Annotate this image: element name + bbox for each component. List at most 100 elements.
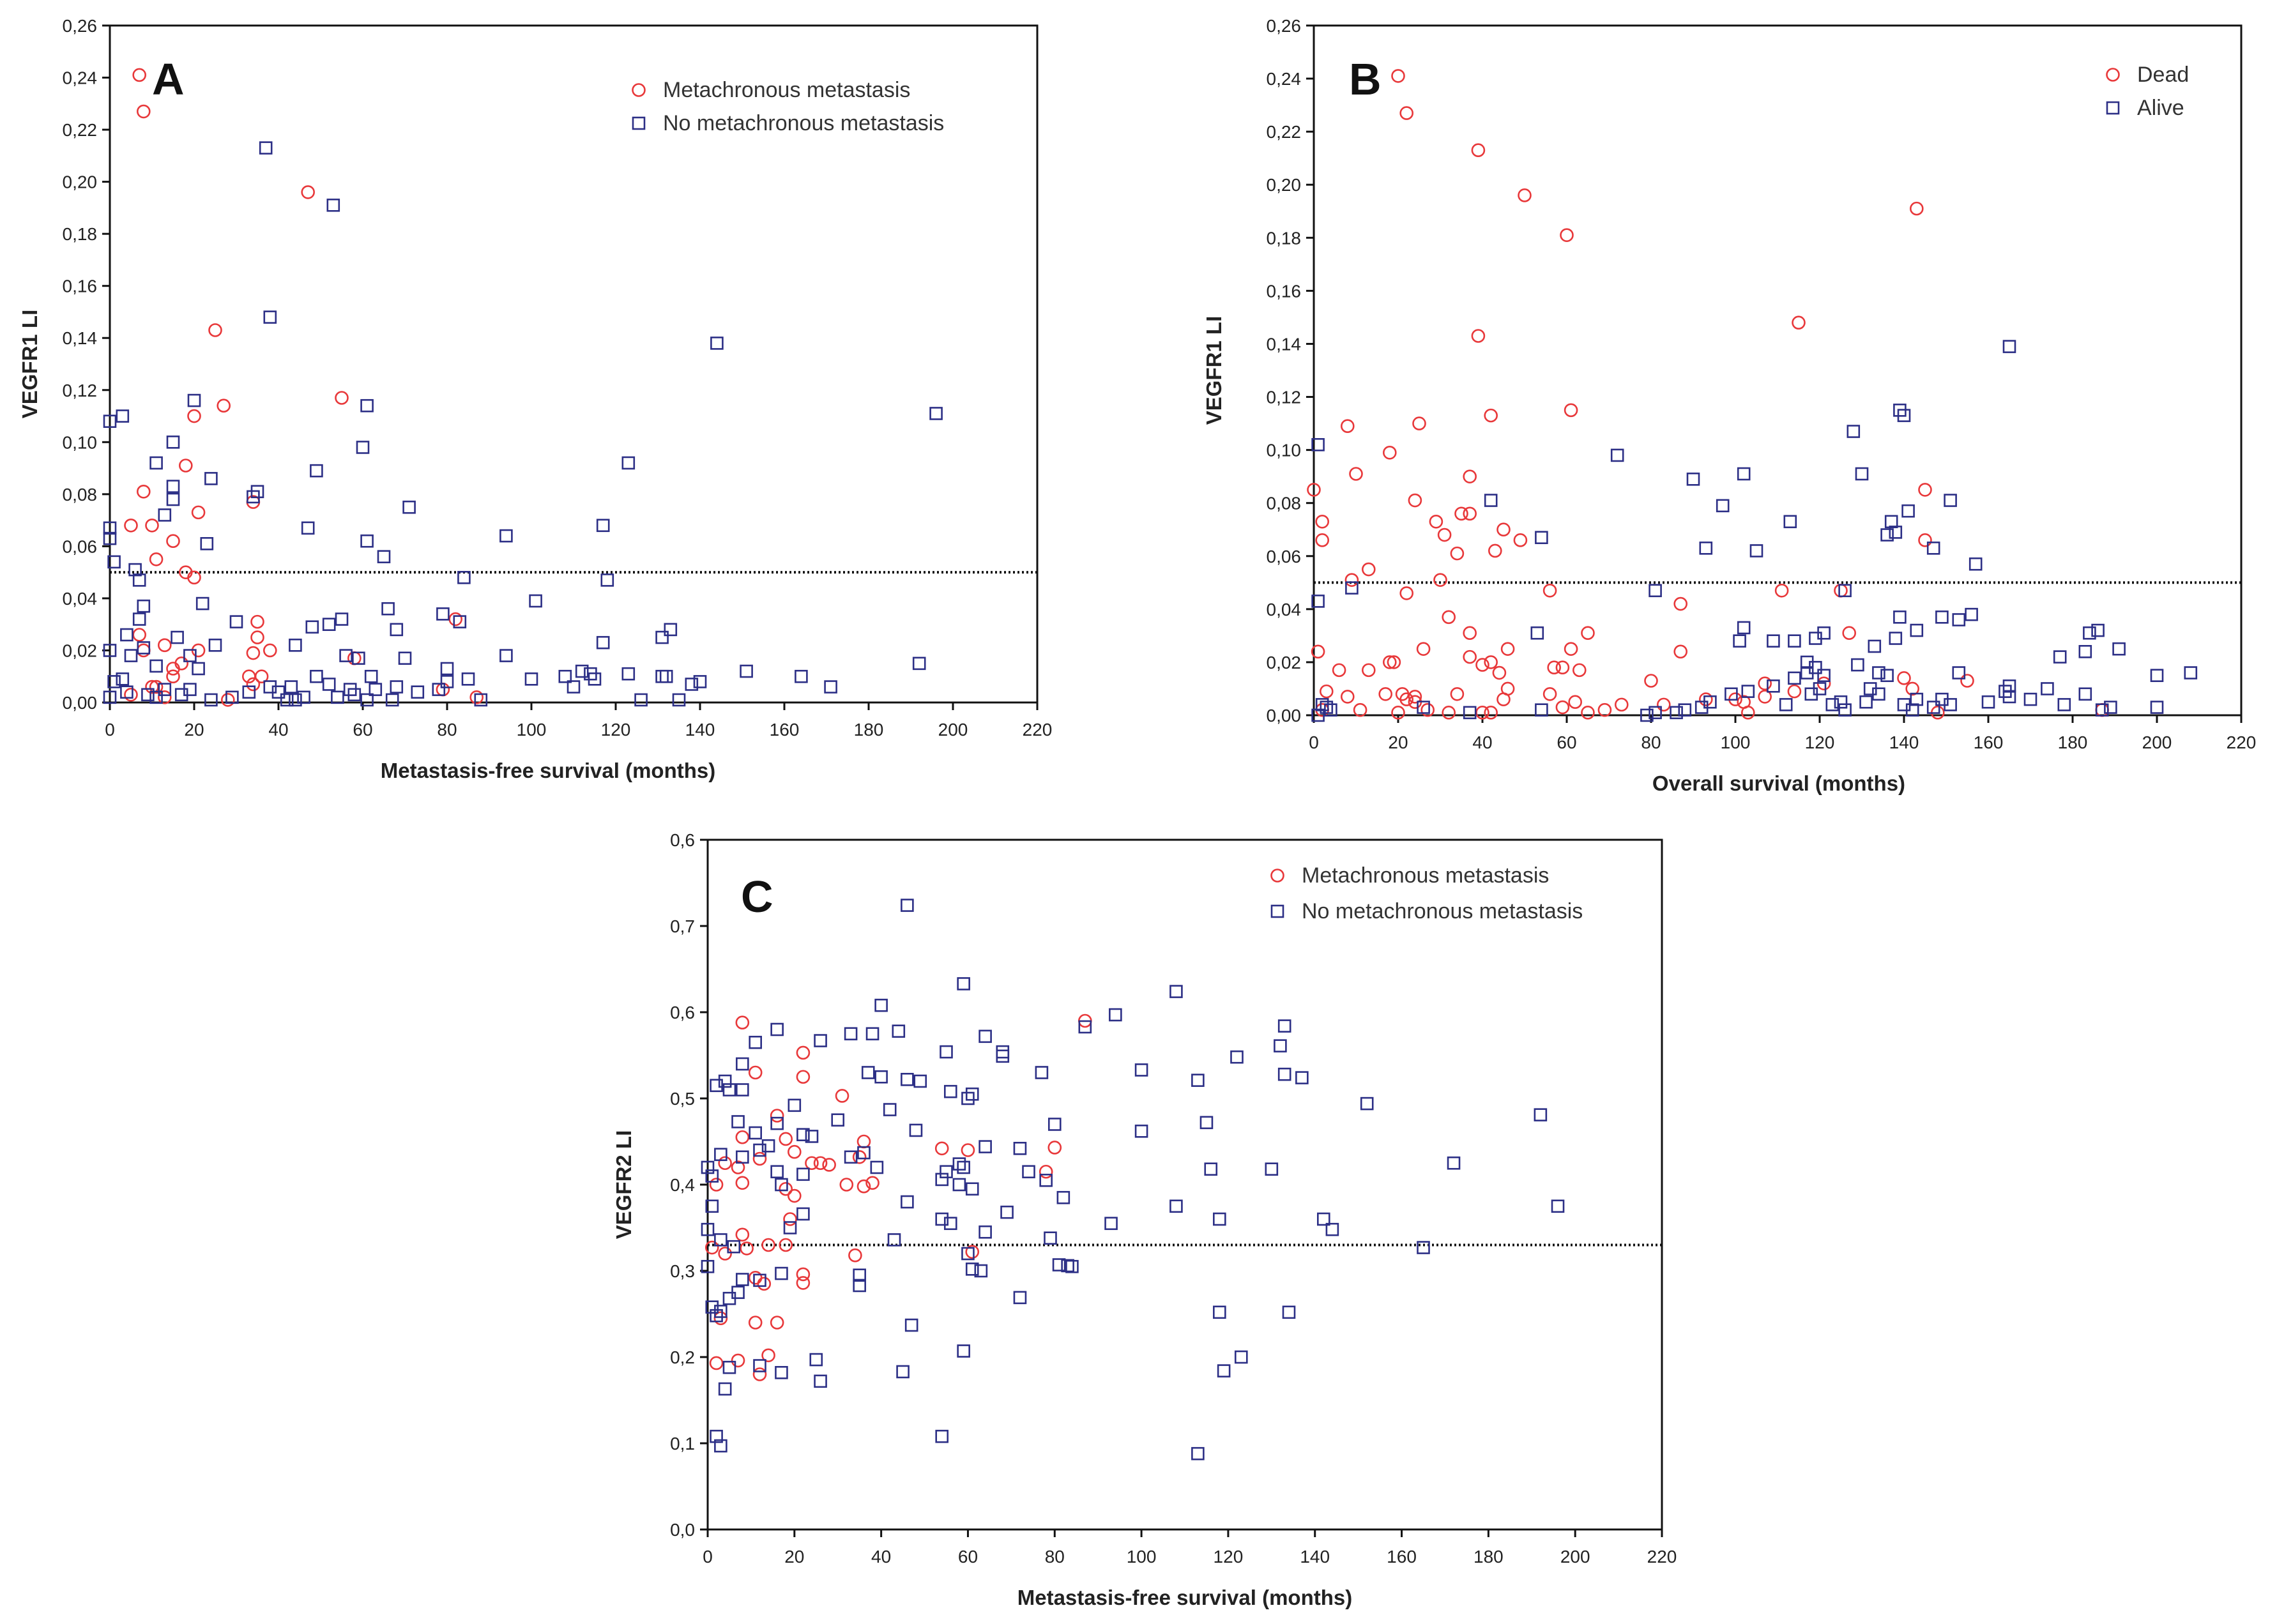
panel-b-red-circle-point bbox=[1429, 514, 1443, 529]
panel-b-x-tick-label: 80 bbox=[1641, 732, 1661, 752]
panel-c-red-circle-point bbox=[961, 1143, 975, 1157]
panel-b-axes: 0 20 40 60 80 100 120 140 160 180 200 220 0,00 0,02 0,… bbox=[1267, 16, 2257, 752]
panel-b-red-circle-point bbox=[1774, 583, 1789, 598]
panel-a-blue-square-point bbox=[137, 599, 151, 613]
panel-c-blue-square-point bbox=[904, 1318, 918, 1332]
panel-c-blue-square-point bbox=[1134, 1063, 1148, 1077]
panel-b-x-tick-label: 60 bbox=[1557, 732, 1576, 752]
panel-c-blue-square-point bbox=[736, 1057, 749, 1071]
panel-a-blue-square-point bbox=[596, 635, 610, 649]
panel-a-blue-square-point bbox=[474, 693, 488, 707]
panel-c-red-circle-point bbox=[779, 1181, 793, 1196]
panel-b-blue-square-point bbox=[1417, 701, 1430, 714]
panel-c-red-circle-point bbox=[852, 1150, 867, 1164]
panel-c-legend: Metachronous metastasis No metachronous … bbox=[1270, 863, 1583, 923]
panel-b-blue-square-point bbox=[1926, 542, 1940, 555]
panel-c-blue-square-point bbox=[809, 1353, 823, 1367]
panel-b-blue-square-point bbox=[1872, 687, 1885, 701]
panel-c-blue-square-point bbox=[1277, 1019, 1291, 1033]
panel-a-blue-square-point bbox=[107, 675, 121, 688]
panel-c-blue-square-point bbox=[913, 1074, 927, 1088]
panel-a-blue-square-point bbox=[103, 521, 117, 535]
panel-c-x-tick-label: 140 bbox=[1300, 1547, 1330, 1567]
panel-c-x-tick-label: 160 bbox=[1387, 1547, 1417, 1567]
panel-b-red-circle-point bbox=[1341, 690, 1355, 704]
panel-b-blue-square-point bbox=[1926, 701, 1940, 714]
panel-a-blue-square-point bbox=[693, 675, 707, 688]
panel-c-legend-square-icon bbox=[1270, 904, 1284, 918]
panel-c-blue-square-point bbox=[896, 1365, 910, 1379]
panel-b-red-circle-point bbox=[1437, 527, 1452, 542]
panel-a-blue-square-point bbox=[347, 688, 362, 702]
panel-b-legend-item-alive: Alive bbox=[2137, 96, 2184, 120]
panel-a-red-circle-point bbox=[178, 459, 193, 473]
panel-b-blue-square-point bbox=[1463, 706, 1477, 720]
panel-a-letter: A bbox=[152, 54, 185, 104]
panel-c-blue-square-point bbox=[957, 977, 970, 990]
panel-b-red-circle-point bbox=[1442, 610, 1456, 625]
panel-b-blue-square-point bbox=[1733, 634, 1746, 648]
panel-c-blue-square-point bbox=[892, 1024, 906, 1038]
panel-a-blue-square-point bbox=[187, 393, 201, 407]
panel-c-blue-square-point bbox=[857, 1146, 871, 1160]
panel-c-blue-square-point bbox=[901, 899, 914, 912]
panel-b-red-circle-point bbox=[1518, 188, 1532, 202]
panel-c-blue-square-point bbox=[865, 1027, 880, 1041]
panel-a-x-tick-label: 80 bbox=[437, 720, 457, 740]
panel-c-red-circle-point bbox=[796, 1276, 811, 1290]
panel-b-red-circle-point bbox=[1918, 533, 1932, 547]
panel-a-y-tick-label: 0,26 bbox=[63, 16, 98, 36]
panel-b-red-circle-point bbox=[1496, 522, 1511, 537]
panel-a-blue-square-point bbox=[310, 464, 323, 478]
panel-a-blue-square-point bbox=[575, 664, 589, 678]
panel-a-blue-square-point bbox=[166, 436, 180, 449]
panel-a-legend-item-no-metachronous: No metachronous metastasis bbox=[663, 111, 944, 135]
panel-c-blue-square-point bbox=[853, 1279, 866, 1293]
panel-a-red-circle-point bbox=[132, 68, 146, 82]
panel-b-y-tick-label: 0,26 bbox=[1267, 16, 1302, 36]
panel-c-blue-square-point bbox=[952, 1178, 966, 1192]
panel-a-blue-square-point bbox=[461, 672, 475, 686]
panel-c-red-circle-point bbox=[718, 1156, 732, 1171]
panel-b-red-circle-point bbox=[1341, 419, 1355, 434]
panel-b-red-circle-point bbox=[1555, 700, 1570, 715]
panel-c-blue-square-point bbox=[1039, 1173, 1053, 1187]
panel-a-blue-square-point bbox=[524, 672, 538, 686]
panel-a-blue-square-point bbox=[390, 623, 404, 637]
panel-b-blue-square-point bbox=[1767, 634, 1780, 648]
panel-b-red-circle-point bbox=[1918, 483, 1932, 497]
panel-b-red-circle-point bbox=[1383, 445, 1397, 460]
panel-b-blue-square-point bbox=[1699, 542, 1713, 555]
panel-a-blue-square-point bbox=[149, 690, 163, 704]
panel-c-blue-square-point bbox=[1044, 1231, 1057, 1245]
panel-c-red-circle-point bbox=[748, 1271, 763, 1285]
panel-a-blue-square-point bbox=[204, 693, 218, 707]
panel-c-blue-square-point bbox=[1061, 1259, 1074, 1273]
panel-b-blue-square-point bbox=[2057, 698, 2071, 711]
panel-b-blue-square-point bbox=[2150, 701, 2164, 714]
panel-a-axes: 0 20 40 60 80 100 120 140 160 180 200 220 0,00 0,02 0,… bbox=[63, 16, 1053, 740]
panel-b-points bbox=[1307, 69, 2198, 722]
panel-c-blue-square-point bbox=[814, 1034, 827, 1047]
panel-c-blue-square-point bbox=[1447, 1156, 1461, 1170]
panel-c-blue-square-point bbox=[714, 1148, 727, 1162]
panel-b-y-tick-label: 0,00 bbox=[1267, 706, 1302, 725]
panel-c-x-tick-label: 20 bbox=[784, 1547, 804, 1567]
panel-c-blue-square-point bbox=[1325, 1222, 1339, 1236]
panel-b-blue-square-point bbox=[1935, 611, 1949, 624]
panel-a-blue-square-point bbox=[128, 563, 142, 577]
panel-c-x-tick-label: 0 bbox=[703, 1547, 713, 1567]
panel-b-blue-square-point bbox=[1901, 504, 1915, 518]
panel-c-blue-square-point bbox=[731, 1286, 745, 1300]
panel-a-blue-square-point bbox=[183, 649, 197, 662]
panel-b-blue-square-point bbox=[1324, 703, 1337, 717]
panel-c-blue-square-point bbox=[805, 1130, 819, 1143]
panel-b-red-circle-point bbox=[1362, 663, 1376, 678]
panel-a-blue-square-point bbox=[120, 628, 133, 642]
panel-a-blue-square-point bbox=[137, 641, 151, 655]
panel-a-x-tick-label: 40 bbox=[268, 720, 288, 740]
panel-a-x-tick-label: 120 bbox=[601, 720, 631, 740]
panel-c-red-circle-point bbox=[735, 1227, 750, 1242]
panel-a-red-circle-point bbox=[145, 518, 159, 533]
panel-c-blue-square-point bbox=[796, 1128, 810, 1141]
